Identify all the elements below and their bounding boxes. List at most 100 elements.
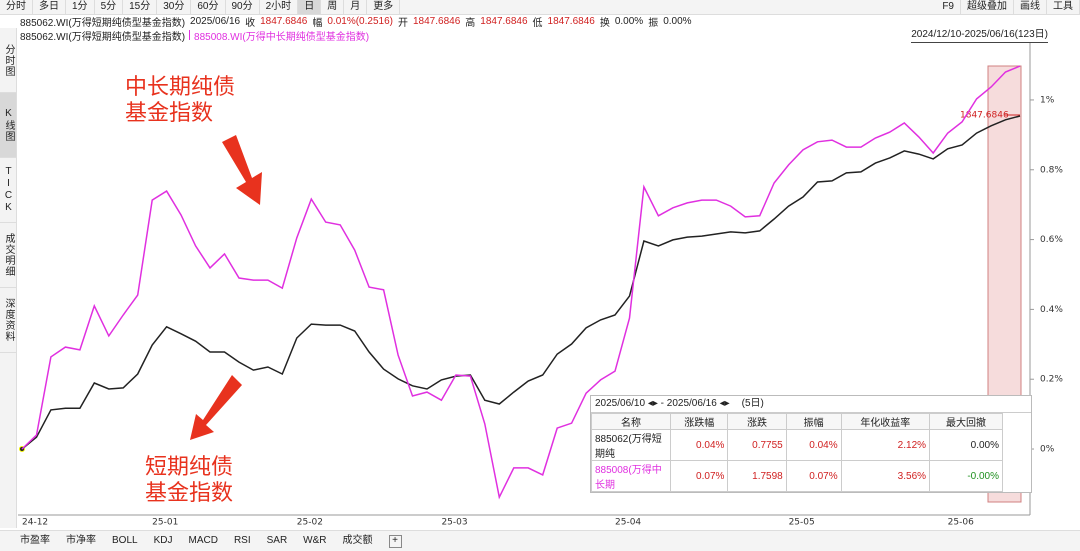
annotation: 基金指数 [145, 481, 233, 506]
annotation: 短期纯债 [145, 455, 233, 480]
toolbar-button[interactable]: 日 [298, 0, 322, 14]
column-header: 年化收益率 [840, 413, 931, 430]
info-label: 幅 [312, 18, 323, 29]
y-tick-label: 0.2% [1040, 375, 1063, 385]
table-cell: 0.07% [669, 460, 729, 492]
table-header: 名称 涨跌幅 涨跌 振幅 年化收益率 最大回撤 [591, 413, 1003, 430]
code: 885062.WI(万得短期纯债型基金指数) [20, 18, 186, 29]
y-tick-label: 0.8% [1040, 165, 1063, 175]
bottom-tabs: 市盈率 市净率 BOLL KDJ MACD RSI SAR W&R 成交额 + [0, 530, 1080, 551]
table-row: 885008(万得中长期 0.07% 1.7598 0.07% 3.56% -0.00% [591, 460, 1003, 492]
date-range[interactable]: 2024/12/10-2025/06/16(123日) [911, 28, 1048, 43]
add-tab[interactable]: + [388, 534, 402, 548]
toolbar-button[interactable]: 周 [321, 0, 345, 14]
bottom-tab[interactable]: SAR [266, 535, 288, 546]
y-tick-label: 0.6% [1040, 235, 1063, 245]
annotation: 中长期纯债 [125, 75, 235, 100]
info-value: 1847.6846 [412, 16, 461, 27]
arrow [222, 135, 262, 205]
info-value: 1847.6846 [260, 16, 308, 27]
column-header: 涨跌幅 [669, 413, 729, 430]
annotation: 基金指数 [125, 101, 213, 126]
legend-entry[interactable]: 885008.WI(万得中长期纯债型基金指数) [194, 31, 370, 43]
series-line [21, 115, 1021, 450]
stats-table: 2025/06/10 ◂▸ - 2025/06/16 ◂▸ (5日) 名称 涨跌幅涨… [590, 395, 1032, 493]
table-row: 885062(万得短期纯 0.04% 0.7755 0.04% 2.12% 0.00% [591, 429, 1003, 461]
info-bar: 885062.WI(万得短期纯债型基金指数) 2025/06/16 收 1847.… [0, 15, 1080, 29]
range[interactable]: 2025/06/10 ◂▸ - 2025/06/16 ◂▸ [595, 398, 730, 409]
toolbar-button[interactable]: 30分 [157, 0, 192, 14]
info-label: 换 [599, 18, 610, 29]
toolbar-button[interactable]: F9 [936, 0, 961, 14]
table-cell: 885008(万得中长期 [591, 460, 671, 492]
column-header: 名称 [591, 413, 671, 430]
sidebar-tab[interactable]: 深度资料 [0, 288, 16, 353]
info-value: 0.00% [614, 16, 644, 27]
toolbar-button[interactable]: 60分 [191, 0, 226, 14]
sidebar-tab[interactable]: 分时图 [0, 28, 16, 93]
bottom-tab[interactable]: W&R [303, 535, 327, 546]
series-line [21, 65, 1021, 500]
sidebar-tab[interactable]: 成交明细 [0, 223, 16, 288]
last-value-label: 1847.6846 [960, 111, 1009, 121]
x-tick-label: 24-12 [22, 518, 48, 528]
info-label: 高 [465, 18, 476, 29]
toolbar-button[interactable]: 15分 [123, 0, 158, 14]
x-tick-label: 25-01 [152, 518, 178, 528]
x-tick-label: 25-03 [441, 518, 467, 528]
table-cell: 2.12% [840, 429, 931, 461]
toolbar-button[interactable]: 工具 [1047, 0, 1080, 14]
info-value: 0.00% [663, 16, 692, 27]
bottom-tab[interactable]: KDJ [153, 535, 173, 546]
table-cell: 885062(万得短期纯 [591, 429, 671, 461]
toolbar-button[interactable]: 超级叠加 [961, 0, 1014, 14]
toolbar-button[interactable]: 90分 [226, 0, 260, 14]
bottom-tab[interactable]: 市净率 [66, 535, 96, 546]
legend-entry[interactable]: 885062.WI(万得短期纯债型基金指数) [20, 31, 186, 43]
toolbar-button[interactable]: 更多 [367, 0, 401, 14]
info-value: 0.01%(0.2516) [327, 16, 393, 27]
toolbar-button[interactable]: 画线 [1014, 0, 1047, 14]
toolbar-button[interactable]: 5分 [95, 0, 124, 14]
bottom-tab[interactable]: 市盈率 [20, 535, 50, 546]
column-header: 涨跌 [727, 413, 787, 430]
toolbar-button[interactable]: 多日 [33, 0, 66, 14]
info-value: 1847.6846 [547, 16, 595, 27]
x-tick-label: 25-06 [948, 518, 974, 528]
table-cell: 0.00% [929, 429, 1003, 461]
info-label: 收 [245, 18, 256, 29]
bottom-tab[interactable]: BOLL [112, 535, 138, 546]
table-cell: 3.56% [840, 460, 931, 492]
toolbar-button[interactable]: 月 [344, 0, 368, 14]
days: (5日) [741, 398, 764, 409]
table-cell: 0.04% [669, 429, 729, 461]
toolbar-button[interactable]: 2小时 [260, 0, 299, 14]
legend: 885062.WI(万得短期纯债型基金指数) 885008.WI(万得中长期纯债… [0, 28, 1080, 43]
toolbar-button[interactable]: 分时 [0, 0, 33, 14]
x-tick-label: 25-02 [297, 518, 323, 528]
column-header: 振幅 [785, 413, 842, 430]
sidebar-tab[interactable]: TICK [0, 158, 16, 223]
toolbar-button[interactable]: 1分 [66, 0, 95, 14]
bottom-tab[interactable]: MACD [188, 535, 218, 546]
date: 2025/06/16 [190, 16, 241, 27]
table-cell: 0.07% [785, 460, 842, 492]
column-header: 最大回撤 [929, 413, 1003, 430]
y-tick-label: 1% [1040, 95, 1055, 105]
table-cell: 0.7755 [727, 429, 787, 461]
arrow [190, 375, 242, 440]
table-cell: -0.00% [929, 460, 1003, 492]
bottom-tab[interactable]: RSI [233, 535, 251, 546]
bottom-tab[interactable]: 成交额 [342, 535, 373, 546]
sidebar: 分时图 K线图 TICK 成交明细 深度资料 [0, 28, 17, 528]
separator [189, 30, 191, 40]
y-tick-label: 0.4% [1040, 305, 1063, 315]
table-cell: 1.7598 [727, 460, 787, 492]
info-value: 1847.6846 [480, 16, 528, 27]
toolbar: 分时 多日 1分 5分 15分 30分 60分 90分 2小时日周月更多 F9 超级叠加 画线 工具 [0, 0, 1080, 15]
sidebar-tab[interactable]: K线图 [0, 93, 16, 158]
info-label: 开 [397, 18, 408, 29]
info-label: 低 [532, 18, 543, 29]
table-cell: 0.04% [785, 429, 842, 461]
